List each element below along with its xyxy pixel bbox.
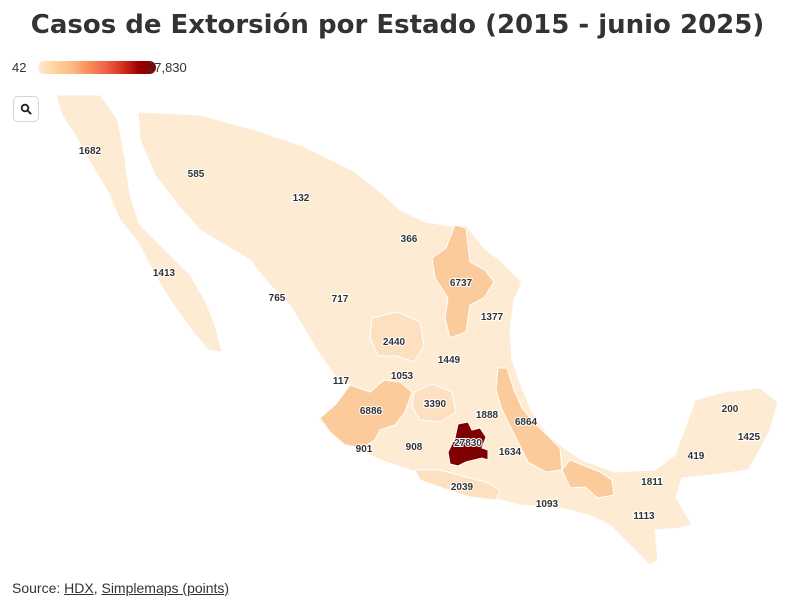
state-label-baja-california-sur: 1413	[153, 268, 176, 279]
source-link-hdx[interactable]: HDX	[64, 580, 94, 596]
state-label-yucatan: 200	[722, 404, 739, 415]
state-shape-guanajuato	[411, 383, 457, 423]
search-button[interactable]	[13, 96, 39, 122]
state-label-tabasco: 1811	[641, 477, 663, 488]
state-label-estado-de-mexico: 27830	[454, 438, 482, 449]
source-prefix: Source:	[12, 580, 65, 596]
state-label-sinaloa: 765	[269, 293, 286, 304]
search-icon	[20, 103, 32, 115]
state-label-durango: 717	[332, 294, 349, 305]
state-label-nuevo-leon: 6737	[450, 278, 473, 289]
state-label-sonora: 585	[188, 169, 205, 180]
state-label-campeche: 419	[688, 451, 705, 462]
state-shape-tabasco	[561, 459, 615, 499]
state-label-veracruz: 6864	[515, 417, 538, 428]
state-shape-jalisco	[319, 379, 413, 449]
legend-max-label: 27,830	[147, 60, 187, 75]
state-label-colima: 901	[356, 444, 373, 455]
state-shape-mexico-state	[447, 421, 489, 467]
state-label-san-luis-potosi: 1449	[438, 355, 461, 366]
source-separator: ,	[93, 580, 102, 596]
state-label-guanajuato: 3390	[424, 399, 447, 410]
source-link-simplemaps[interactable]: Simplemaps (points)	[101, 580, 230, 596]
state-label-guerrero: 2039	[451, 482, 474, 493]
state-label-coahuila: 366	[401, 234, 418, 245]
country-baja-california	[55, 94, 223, 353]
state-label-oaxaca: 1093	[536, 499, 559, 510]
state-label-puebla: 1634	[499, 447, 522, 458]
state-label-chihuahua: 132	[293, 193, 310, 204]
state-label-michoacan: 908	[406, 442, 423, 453]
state-shape-guerrero	[414, 469, 501, 501]
state-label-tamaulipas: 1377	[481, 312, 504, 323]
state-shape-zacatecas	[369, 311, 425, 363]
country-mainland	[137, 111, 779, 566]
legend-gradient-bar	[38, 61, 156, 74]
state-label-baja-california: 1682	[79, 146, 102, 157]
state-label-hidalgo: 1888	[476, 410, 499, 421]
legend-min-label: 42	[12, 60, 27, 75]
state-label-aguascalientes: 1053	[391, 371, 414, 382]
state-label-jalisco: 6886	[360, 406, 383, 417]
state-label-nayarit: 117	[333, 376, 350, 387]
state-shape-nuevo-leon	[431, 224, 495, 339]
state-label-zacatecas: 2440	[383, 337, 406, 348]
source-note: Source: HDX, Simplemaps (points)	[12, 580, 229, 596]
state-label-quintana-roo: 1425	[738, 432, 761, 443]
map-title: Casos de Extorsión por Estado (2015 - ju…	[30, 10, 765, 40]
state-label-chiapas: 1113	[633, 511, 655, 522]
